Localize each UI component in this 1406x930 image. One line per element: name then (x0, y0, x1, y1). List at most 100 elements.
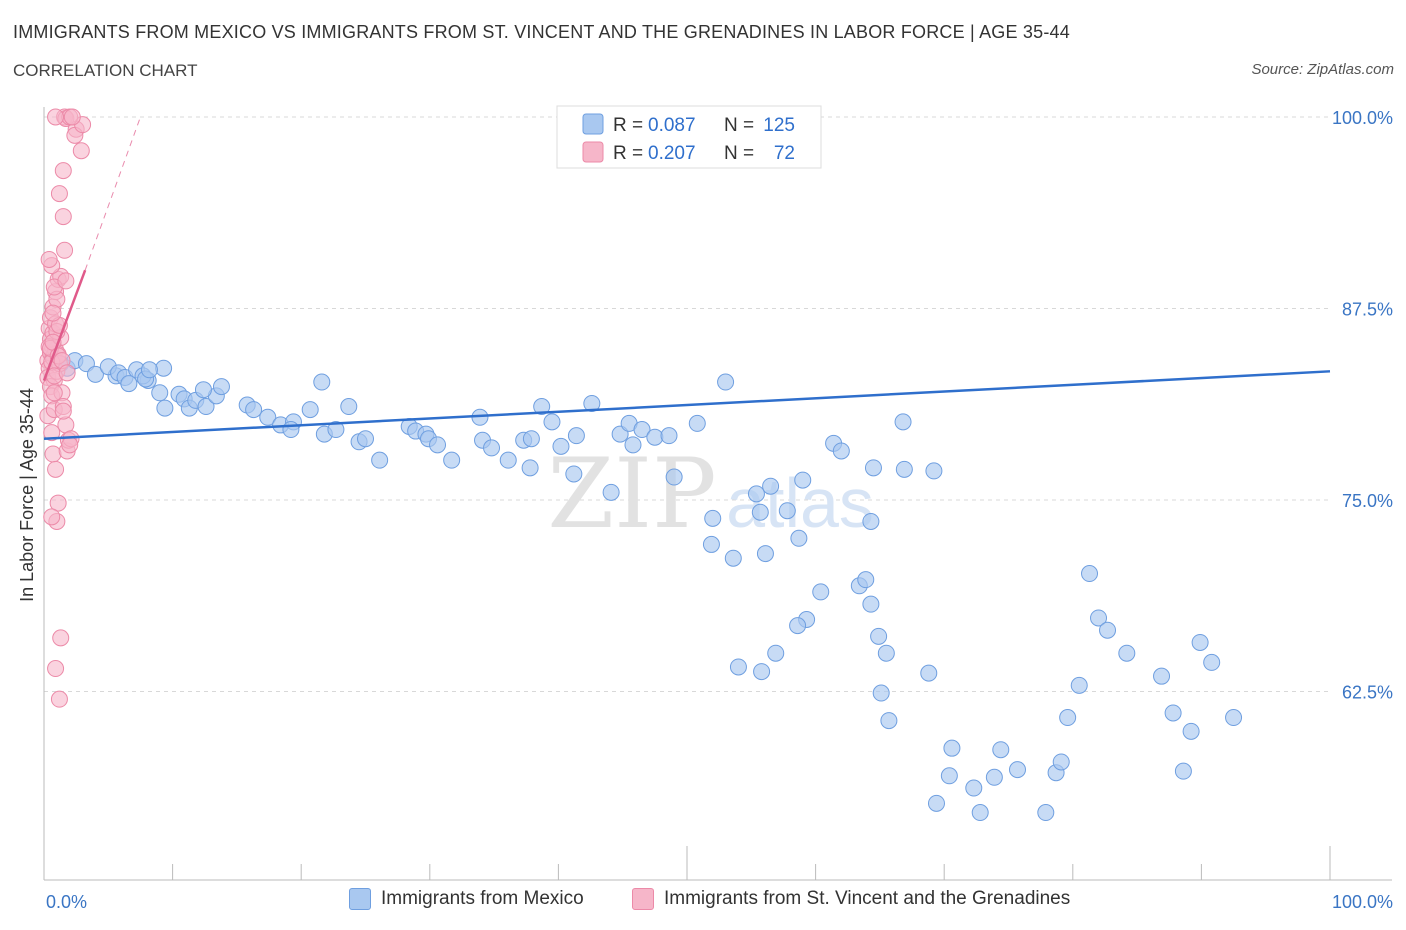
point-mexico-69 (704, 509, 722, 527)
point-mexico-46 (443, 451, 461, 469)
point-st-vincent-28 (47, 660, 65, 678)
point-mexico-28 (245, 401, 263, 419)
point-mexico-23 (197, 398, 215, 416)
point-mexico-26 (194, 381, 212, 399)
point-st-vincent-49 (47, 108, 65, 126)
point-mexico-116 (1182, 722, 1200, 740)
point-mexico-82 (832, 442, 850, 460)
series-legend: Immigrants from Mexico Immigrants from S… (0, 888, 1406, 918)
point-mexico-66 (660, 427, 678, 445)
point-mexico-29 (259, 408, 277, 426)
legend-label-st-vincent: Immigrants from St. Vincent and the Gren… (664, 888, 1071, 909)
point-mexico-15 (155, 359, 173, 377)
point-mexico-89 (877, 644, 895, 662)
x-tick-label-0: 0.0% (46, 892, 87, 912)
point-mexico-86 (862, 595, 880, 613)
point-mexico-102 (992, 741, 1010, 759)
stats-r-value-mexico: 0.087 (648, 115, 696, 136)
point-mexico-104 (1037, 804, 1055, 822)
point-mexico-87 (864, 459, 882, 477)
point-mexico-122 (789, 617, 807, 635)
watermark-zip: ZIP (547, 438, 716, 550)
point-st-vincent-56 (57, 272, 75, 290)
point-mexico-57 (567, 427, 585, 445)
point-mexico-112 (1118, 644, 1136, 662)
point-mexico-84 (857, 571, 875, 589)
point-st-vincent-43 (72, 142, 90, 160)
point-mexico-54 (533, 398, 551, 416)
point-mexico-25 (212, 378, 230, 396)
legend-swatch-mexico (349, 888, 371, 910)
point-mexico-90 (872, 684, 890, 702)
trend-lines (42, 116, 1331, 440)
point-mexico-60 (602, 483, 620, 501)
x-tick-label-1: 100.0% (1332, 892, 1393, 912)
point-mexico-50 (499, 451, 517, 469)
stats-r-label-mexico: R = (613, 115, 643, 136)
legend-item-mexico: Immigrants from Mexico (349, 888, 584, 910)
stats-n-label-mexico: N = (724, 115, 754, 136)
point-mexico-96 (927, 794, 945, 812)
point-mexico-111 (1099, 621, 1117, 639)
legend-item-st-vincent: Immigrants from St. Vincent and the Gren… (632, 888, 1070, 910)
stats-swatch-st-vincent (582, 141, 604, 163)
stats-n-value-mexico: 125 (763, 115, 795, 136)
point-mexico-56 (552, 437, 570, 455)
point-mexico-73 (747, 485, 765, 503)
point-mexico-93 (920, 664, 938, 682)
point-mexico-55 (543, 413, 561, 431)
point-mexico-75 (756, 545, 774, 563)
point-mexico-32 (301, 401, 319, 419)
point-mexico-70 (702, 535, 720, 553)
point-mexico-65 (646, 428, 664, 446)
point-mexico-58 (565, 465, 583, 483)
axes (43, 107, 1392, 881)
point-mexico-92 (894, 413, 912, 431)
point-mexico-85 (862, 512, 880, 530)
watermark: ZIP atlas (547, 438, 874, 550)
trend-line-st-vincent (42, 269, 87, 381)
point-mexico-79 (790, 529, 808, 547)
stats-swatch-mexico (582, 113, 604, 135)
point-mexico-118 (1203, 653, 1221, 671)
chart-title: IMMIGRANTS FROM MEXICO VS IMMIGRANTS FRO… (13, 22, 1070, 42)
point-st-vincent-40 (54, 162, 72, 180)
point-mexico-100 (965, 779, 983, 797)
point-mexico-71 (724, 549, 742, 567)
point-mexico-95 (925, 462, 943, 480)
stats-r-value-st-vincent: 0.207 (648, 143, 696, 164)
stats-n-label-st-vincent: N = (724, 143, 754, 164)
legend-label-mexico: Immigrants from Mexico (381, 888, 584, 909)
point-mexico-108 (1070, 676, 1088, 694)
series-mexico-points (45, 350, 1243, 822)
point-mexico-88 (870, 627, 888, 645)
point-mexico-12 (120, 375, 138, 393)
point-mexico-39 (357, 430, 374, 448)
point-mexico-45 (429, 436, 447, 454)
point-mexico-97 (940, 767, 958, 785)
point-mexico-109 (1081, 565, 1099, 583)
point-mexico-123 (812, 583, 830, 601)
point-mexico-74 (751, 503, 769, 521)
point-st-vincent-39 (50, 185, 68, 203)
point-mexico-16 (140, 361, 158, 379)
point-st-vincent-27 (52, 629, 70, 647)
point-mexico-98 (943, 739, 961, 757)
y-axis-label: In Labor Force | Age 35-44 (17, 388, 37, 602)
point-mexico-113 (1153, 667, 1171, 685)
chart-subtitle: CORRELATION CHART (13, 61, 198, 80)
stats-r-label-st-vincent: R = (613, 143, 643, 164)
point-st-vincent-69 (61, 436, 79, 454)
point-st-vincent-37 (56, 241, 74, 259)
legend-swatch-st-vincent (632, 888, 654, 910)
y-tick-label-2: 75.0% (1342, 491, 1393, 511)
point-st-vincent-66 (45, 384, 63, 402)
point-mexico-91 (880, 712, 898, 730)
series-st-vincent-points (39, 108, 92, 708)
trend-line-st-vincent-extended (84, 116, 141, 271)
point-mexico-107 (1059, 709, 1077, 727)
point-mexico-5 (86, 365, 104, 383)
point-mexico-78 (778, 502, 796, 520)
point-mexico-124 (767, 644, 785, 662)
